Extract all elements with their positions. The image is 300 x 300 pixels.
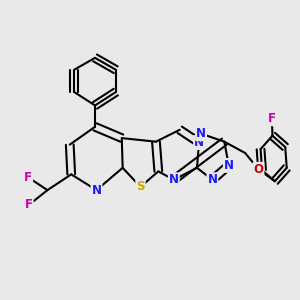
Text: N: N <box>92 184 101 196</box>
Text: N: N <box>224 159 234 172</box>
Text: N: N <box>169 173 179 186</box>
Text: F: F <box>25 199 33 212</box>
Text: F: F <box>24 171 32 184</box>
Text: N: N <box>194 136 204 149</box>
Text: S: S <box>136 180 145 194</box>
Text: N: N <box>207 173 218 186</box>
Text: F: F <box>268 112 276 125</box>
Text: N: N <box>196 127 206 140</box>
Text: O: O <box>254 163 263 176</box>
